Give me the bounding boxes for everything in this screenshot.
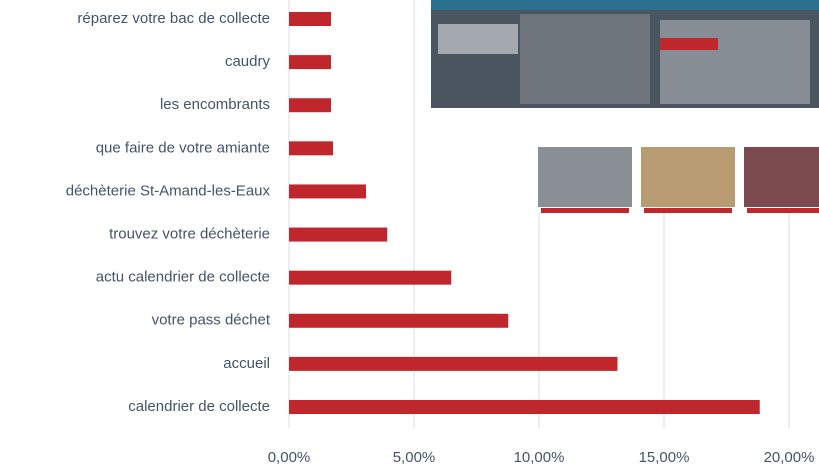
bar (289, 12, 331, 26)
y-tick-label: calendrier de collecte (128, 398, 270, 415)
y-tick-label: votre pass déchet (152, 312, 271, 329)
x-tick-label: 15,00% (639, 449, 690, 466)
screenshot-header (431, 0, 819, 10)
x-tick-label: 20,00% (764, 449, 815, 466)
bar (289, 184, 366, 198)
screenshot-thumb (641, 147, 735, 207)
screenshot-tag (747, 208, 819, 213)
x-tick-label: 5,00% (393, 449, 436, 466)
y-tick-label: actu calendrier de collecte (96, 269, 270, 286)
y-tick-label: réparez votre bac de collecte (77, 10, 270, 27)
x-tick-label: 0,00% (268, 449, 311, 466)
bar (289, 314, 508, 328)
website-screenshot (431, 0, 819, 213)
screenshot-tag (644, 208, 732, 213)
y-tick-label: que faire de votre amiante (96, 139, 270, 156)
screenshot-button (660, 38, 718, 50)
y-tick-label: trouvez votre déchèterie (109, 226, 270, 243)
chart: 0,00% 5,00% 10,00% 15,00% 20,00% réparez votr… (0, 0, 819, 468)
bar (289, 55, 331, 69)
screenshot-building (520, 14, 650, 104)
y-tick-label: caudry (225, 53, 271, 70)
x-tick-label: 10,00% (514, 449, 565, 466)
bar (289, 357, 618, 371)
screenshot-tag (541, 208, 629, 213)
y-tick-label: les encombrants (160, 96, 270, 113)
bar (289, 98, 331, 112)
y-tick-label: déchèterie St-Amand-les-Eaux (66, 182, 271, 199)
screenshot-thumb (744, 147, 819, 207)
screenshot-thumb (538, 147, 632, 207)
bar (289, 141, 333, 155)
y-tick-label: accueil (223, 355, 270, 372)
bar (289, 271, 451, 285)
screenshot-logo (438, 24, 518, 54)
bar (289, 228, 387, 242)
bar (289, 400, 760, 414)
screenshot-building (660, 20, 810, 104)
